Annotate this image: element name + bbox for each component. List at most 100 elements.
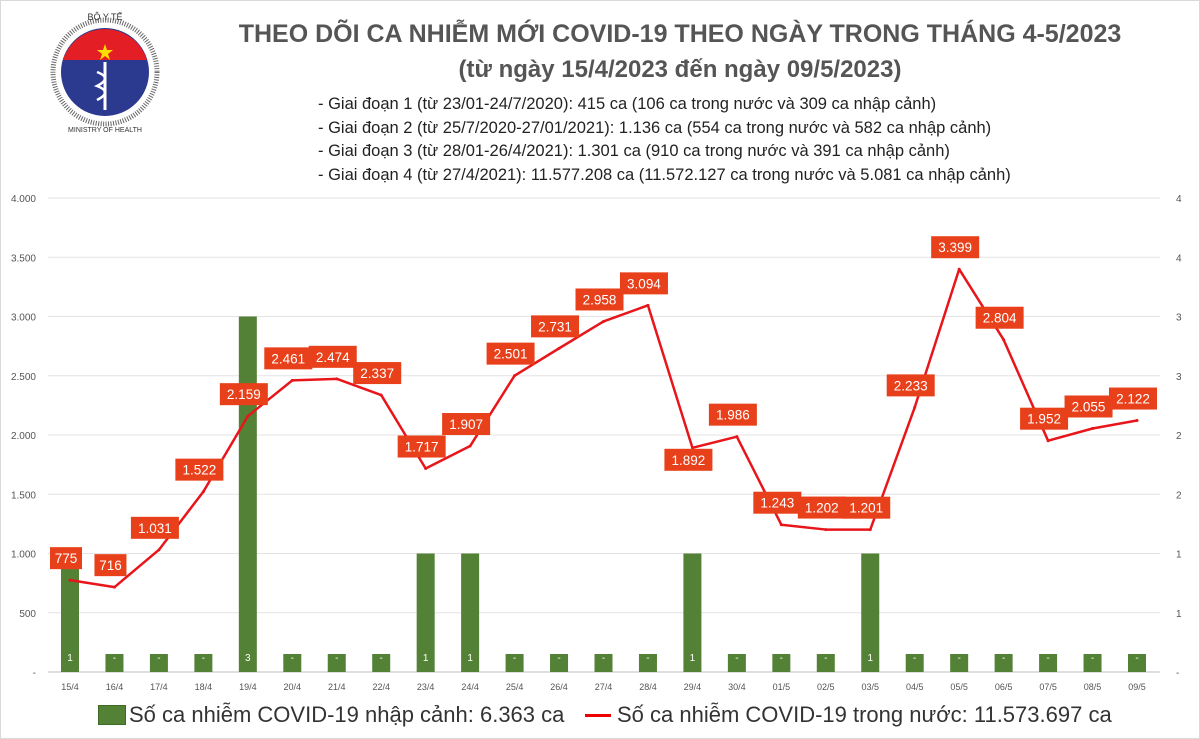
imported-bar [861, 553, 880, 672]
svg-text:BỘ Y TẾ: BỘ Y TẾ [87, 12, 122, 22]
x-axis-tick: 28/4 [639, 682, 657, 692]
domestic-point [335, 377, 339, 381]
left-axis-tick: 3.500 [11, 253, 36, 264]
domestic-point [779, 523, 783, 527]
imported-bar [638, 654, 657, 672]
x-axis-tick: 26/4 [550, 682, 568, 692]
data-label: 2.804 [983, 311, 1017, 326]
data-label-box [50, 547, 82, 570]
left-axis-tick: - [33, 668, 36, 679]
data-label: 1.952 [1027, 412, 1061, 427]
imported-bar [1083, 654, 1102, 672]
left-axis-tick: 4.000 [11, 194, 36, 205]
domestic-point [824, 528, 828, 532]
imported-bar-label: 3 [245, 653, 251, 664]
imported-bar [149, 654, 168, 672]
x-axis-tick: 19/4 [239, 682, 257, 692]
data-label-box [886, 374, 935, 397]
x-axis-tick: 21/4 [328, 682, 346, 692]
data-label-box [353, 362, 402, 385]
domestic-point [513, 374, 517, 378]
imported-bar-label: 1 [867, 653, 873, 664]
left-axis-tick: 2.500 [11, 372, 36, 383]
x-axis-tick: 20/4 [284, 682, 302, 692]
data-label-box [1109, 387, 1157, 410]
x-axis-tick: 25/4 [506, 682, 524, 692]
right-axis-tick: 2 [1176, 431, 1182, 442]
data-label: 2.474 [316, 350, 350, 365]
right-axis-tick: 2 [1176, 490, 1182, 501]
domestic-point [957, 267, 961, 271]
imported-bar-label: 1 [423, 653, 429, 664]
chart-title: THEO DÕI CA NHIỄM MỚI COVID-19 THEO NGÀY… [238, 20, 1122, 48]
imported-bar [194, 654, 213, 672]
x-axis-tick: 18/4 [195, 682, 213, 692]
data-label-box [442, 413, 491, 436]
data-label: 2.337 [360, 366, 394, 381]
imported-bar-label: - [202, 653, 205, 664]
imported-bar [727, 654, 746, 672]
imported-bar [594, 654, 613, 672]
x-axis-tick: 17/4 [150, 682, 168, 692]
domestic-point [424, 467, 428, 471]
imported-bar-label: 1 [67, 653, 73, 664]
imported-bar-label: 1 [690, 653, 696, 664]
data-label: 1.907 [449, 417, 483, 432]
imported-bar [550, 654, 569, 672]
domestic-point [290, 378, 294, 382]
imported-bar-label: - [557, 653, 560, 664]
stage-stats: - Giai đoạn 1 (từ 23/01-24/7/2020): 415 … [318, 93, 1011, 187]
stage-3-stat: - Giai đoạn 3 (từ 28/01-26/4/2021): 1.30… [318, 142, 950, 160]
data-label-box [1064, 395, 1113, 418]
left-axis-tick: 500 [19, 609, 36, 620]
x-axis-tick: 03/5 [861, 682, 879, 692]
data-label-box [664, 448, 713, 471]
svg-text:MINISTRY OF HEALTH: MINISTRY OF HEALTH [68, 127, 142, 134]
imported-bar-label: - [513, 653, 516, 664]
domestic-point [690, 446, 694, 450]
data-label: 2.055 [1072, 399, 1106, 414]
imported-bar [816, 654, 835, 672]
x-axis-tick: 02/5 [817, 682, 835, 692]
imported-bar-label: - [646, 653, 649, 664]
right-axis-tick: 1 [1176, 609, 1182, 620]
x-axis-tick: 09/5 [1128, 682, 1146, 692]
x-axis-tick: 29/4 [684, 682, 702, 692]
domestic-point [557, 346, 561, 350]
data-label: 2.958 [583, 292, 617, 307]
imported-bar-label: - [824, 653, 827, 664]
left-axis-tick: 1.500 [11, 490, 36, 501]
left-axis-tick: 1.000 [11, 550, 36, 561]
stage-1-stat: - Giai đoạn 1 (từ 23/01-24/7/2020): 415 … [318, 95, 937, 113]
imported-bar-label: - [602, 653, 605, 664]
right-axis-tick: 4 [1176, 253, 1182, 264]
domestic-point [602, 319, 605, 323]
x-axis-tick: 30/4 [728, 682, 746, 692]
imported-bar [950, 654, 969, 672]
data-label-box [619, 272, 668, 295]
imported-bar-label: - [1091, 653, 1094, 664]
right-axis-tick: - [1176, 668, 1179, 679]
x-axis-tick: 04/5 [906, 682, 924, 692]
stage-2-stat: - Giai đoạn 2 (từ 25/7/2020-27/01/2021):… [318, 118, 992, 137]
data-label: 2.731 [538, 319, 572, 334]
domestic-point [735, 435, 739, 439]
right-axis-tick: 3 [1176, 313, 1182, 324]
data-label-box [308, 345, 357, 368]
domestic-point [1135, 419, 1139, 423]
data-label: 2.159 [227, 387, 261, 402]
imported-bar [1039, 654, 1058, 672]
imported-bar [238, 316, 257, 672]
data-label: 2.233 [894, 378, 928, 393]
imported-bar [772, 654, 791, 672]
right-axis-tick: 1 [1176, 550, 1182, 561]
data-label: 1.031 [138, 521, 172, 536]
domestic-point [1091, 426, 1095, 430]
data-label-box [708, 403, 757, 426]
data-label-box [753, 491, 802, 514]
imported-bar-label: - [780, 653, 783, 664]
domestic-point [1002, 338, 1006, 342]
imported-bar [61, 553, 79, 672]
data-label-box [175, 458, 224, 481]
